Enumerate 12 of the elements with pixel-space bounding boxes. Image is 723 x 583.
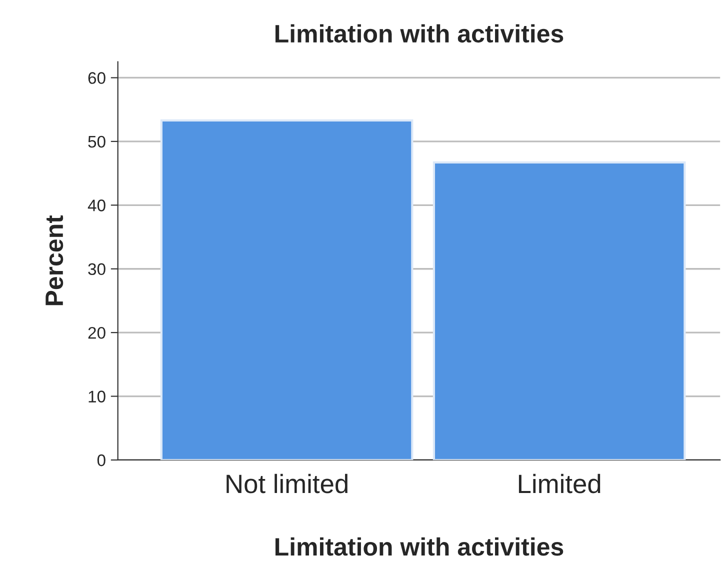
x-tick-label: Not limited (226, 474, 348, 494)
x-axis-title: Limitation with activities (276, 537, 564, 556)
y-tick-label: 30 (88, 263, 106, 276)
y-axis-title: Percent (46, 215, 64, 306)
y-tick-label: 0 (97, 454, 106, 466)
y-tick-label: 20 (88, 326, 106, 339)
y-tick-label: 60 (88, 72, 106, 84)
chart-title: Limitation with activities (276, 24, 564, 43)
y-tick-label: 40 (88, 200, 106, 212)
y-tick-label: 10 (88, 390, 106, 402)
y-tick-label: 50 (88, 136, 106, 148)
x-tick-label: Limited (518, 474, 600, 494)
